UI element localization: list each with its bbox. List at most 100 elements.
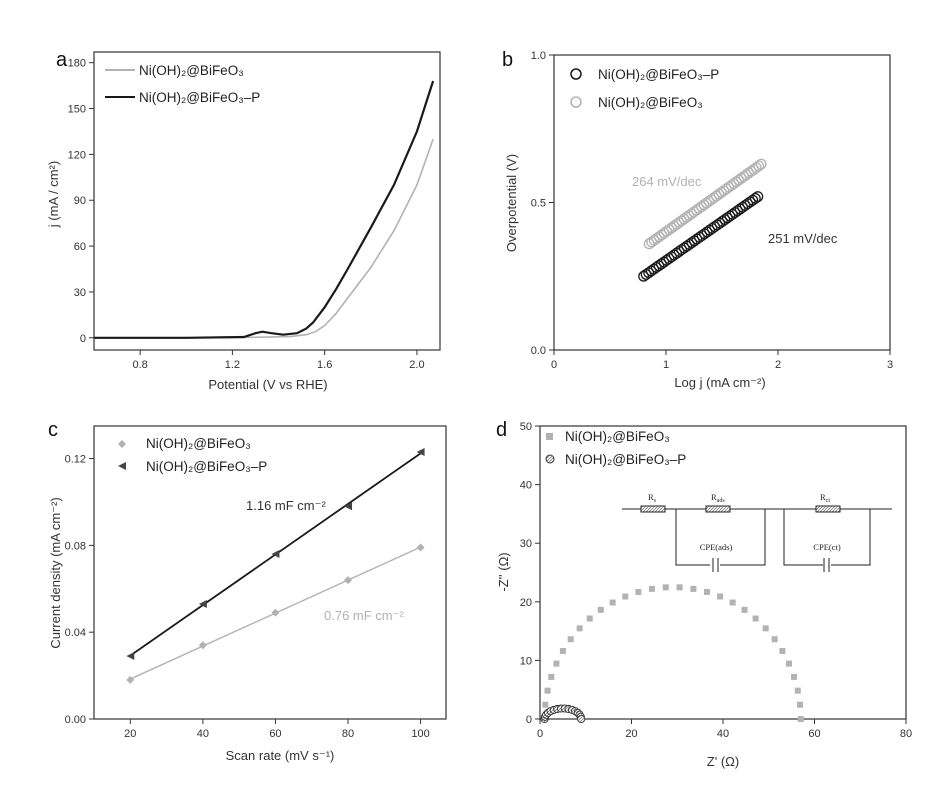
data-point-square	[797, 701, 804, 708]
panel-b-label: b	[502, 49, 513, 71]
y-tick-label: 180	[68, 58, 86, 70]
circuit-loop-ads	[675, 509, 766, 566]
panel-a-ylabel: j (mA / cm²)	[46, 161, 61, 228]
data-point-square	[771, 636, 778, 643]
resistor-rs	[640, 505, 666, 513]
y-tick-label: 0.12	[65, 454, 86, 466]
panel-b: b 0 1 2 3 0.0 0.5 1.0 Ni(OH)₂@BiFeO₃–P Ni(OH)₂…	[502, 49, 893, 390]
data-point-square	[791, 673, 798, 680]
panel-a-legend: Ni(OH)₂@BiFeO₃ Ni(OH)₂@BiFeO₃–P	[105, 63, 260, 105]
panel-d-ylabel: -Z'' (Ω)	[496, 552, 511, 591]
panel-b-annot-dark: 251 mV/dec	[768, 231, 838, 246]
panel-d-legend: Ni(OH)₂@BiFeO₃ Ni(OH)₂@BiFeO₃–P	[545, 429, 686, 467]
data-point-square	[597, 606, 604, 613]
panel-c-series	[126, 448, 425, 684]
data-point-square	[553, 660, 560, 667]
panel-d: d 0 20 40 60 80 0 10 20 30 40 50 Ni(OH)₂@BiFeO₃ Ni…	[496, 419, 912, 769]
data-point-square	[794, 687, 801, 694]
panel-b-annot-light: 264 mV/dec	[632, 174, 702, 189]
series-line-light	[94, 138, 434, 339]
data-point-square	[635, 588, 642, 595]
data-point-square	[622, 593, 629, 600]
panel-c-ylabel: Current density (mA cm⁻²)	[48, 497, 63, 648]
legend-a-dark: Ni(OH)₂@BiFeO₃–P	[139, 90, 260, 105]
data-point-diamond	[271, 608, 280, 617]
data-point-square	[703, 588, 710, 595]
panel-c-annot-light: 0.76 mF cm⁻²	[324, 608, 404, 623]
legend-d-dark: Ni(OH)₂@BiFeO₃–P	[565, 452, 686, 467]
panel-a-frame	[93, 51, 441, 351]
panel-c-label: c	[48, 419, 58, 441]
data-point-square	[797, 716, 804, 722]
panel-a-label: a	[56, 49, 68, 71]
x-tick-label: 80	[900, 728, 912, 740]
data-point-dark	[749, 192, 761, 204]
data-point-triangle	[271, 550, 280, 559]
panel-c: c 20 40 60 80 100 0.00 0.04 0.08 0.12 Ni(OH)₂@Bi…	[48, 419, 447, 763]
series-line-dark	[94, 80, 435, 339]
x-tick-label: 20	[625, 728, 637, 740]
x-tick-label: 2	[775, 359, 781, 371]
data-point-square	[542, 701, 549, 708]
data-point-square	[717, 593, 724, 600]
data-point-dark	[752, 191, 764, 203]
panel-d-label: d	[496, 419, 507, 441]
panel-c-legend: Ni(OH)₂@BiFeO₃ Ni(OH)₂@BiFeO₃–P	[118, 436, 267, 474]
panel-b-series	[638, 158, 767, 282]
data-point-square	[662, 584, 669, 591]
y-tick-label: 0.04	[65, 627, 86, 639]
data-point-square	[729, 599, 736, 606]
data-point-square	[576, 625, 583, 632]
resistor-rct	[815, 505, 841, 513]
data-point-diamond	[344, 576, 353, 585]
panel-a: a 0.8 1.2 1.6 2.0 0 30 60 90 120 150 180 Ni(OH)₂@B…	[46, 49, 441, 392]
resistor-rads	[705, 505, 731, 513]
label-rs: Rs	[648, 492, 657, 504]
x-tick-label: 20	[124, 728, 136, 740]
data-point-square	[548, 673, 555, 680]
y-tick-label: 40	[520, 480, 532, 492]
data-point-square	[741, 606, 748, 613]
legend-marker-dark	[570, 68, 582, 80]
data-point-triangle	[344, 502, 353, 511]
x-tick-label: 60	[269, 728, 281, 740]
y-tick-label: 120	[68, 149, 86, 161]
panel-a-xlabel: Potential (V vs RHE)	[208, 377, 327, 392]
legend-marker-light	[570, 96, 582, 108]
panel-b-axes: 0 1 2 3 0.0 0.5 1.0	[531, 50, 893, 371]
legend-b-light: Ni(OH)₂@BiFeO₃	[598, 95, 703, 110]
panel-d-series	[540, 584, 804, 724]
circuit-loop-ct	[783, 509, 871, 566]
data-point-diamond	[416, 543, 425, 552]
x-tick-label: 80	[342, 728, 354, 740]
x-tick-label: 1	[663, 359, 669, 371]
data-point-light	[755, 158, 767, 170]
legend-marker-diamond	[118, 440, 126, 448]
x-tick-label: 0	[537, 728, 543, 740]
x-tick-label: 1.2	[225, 359, 240, 371]
data-point-square	[785, 660, 792, 667]
panel-d-frame	[539, 425, 907, 720]
data-point-square	[609, 599, 616, 606]
data-point-square	[676, 584, 683, 591]
x-tick-label: 40	[717, 728, 729, 740]
x-tick-label: 0	[551, 359, 557, 371]
y-tick-label: 0.5	[531, 198, 546, 210]
x-tick-label: 100	[411, 728, 429, 740]
legend-b-dark: Ni(OH)₂@BiFeO₃–P	[598, 67, 719, 82]
data-point-square	[752, 615, 759, 622]
panel-d-xlabel: Z' (Ω)	[707, 754, 739, 769]
legend-marker-square	[546, 433, 553, 440]
data-point-square	[567, 636, 574, 643]
x-tick-label: 1.6	[317, 359, 332, 371]
legend-c-light: Ni(OH)₂@BiFeO₃	[146, 436, 251, 451]
data-point-square	[690, 585, 697, 592]
legend-a-light: Ni(OH)₂@BiFeO₃	[139, 63, 244, 78]
y-tick-label: 0.00	[65, 714, 86, 726]
x-tick-label: 0.8	[132, 359, 147, 371]
x-tick-label: 60	[808, 728, 820, 740]
label-rads: Rads	[711, 492, 725, 504]
y-tick-label: 0	[80, 333, 86, 345]
data-point-square	[762, 625, 769, 632]
